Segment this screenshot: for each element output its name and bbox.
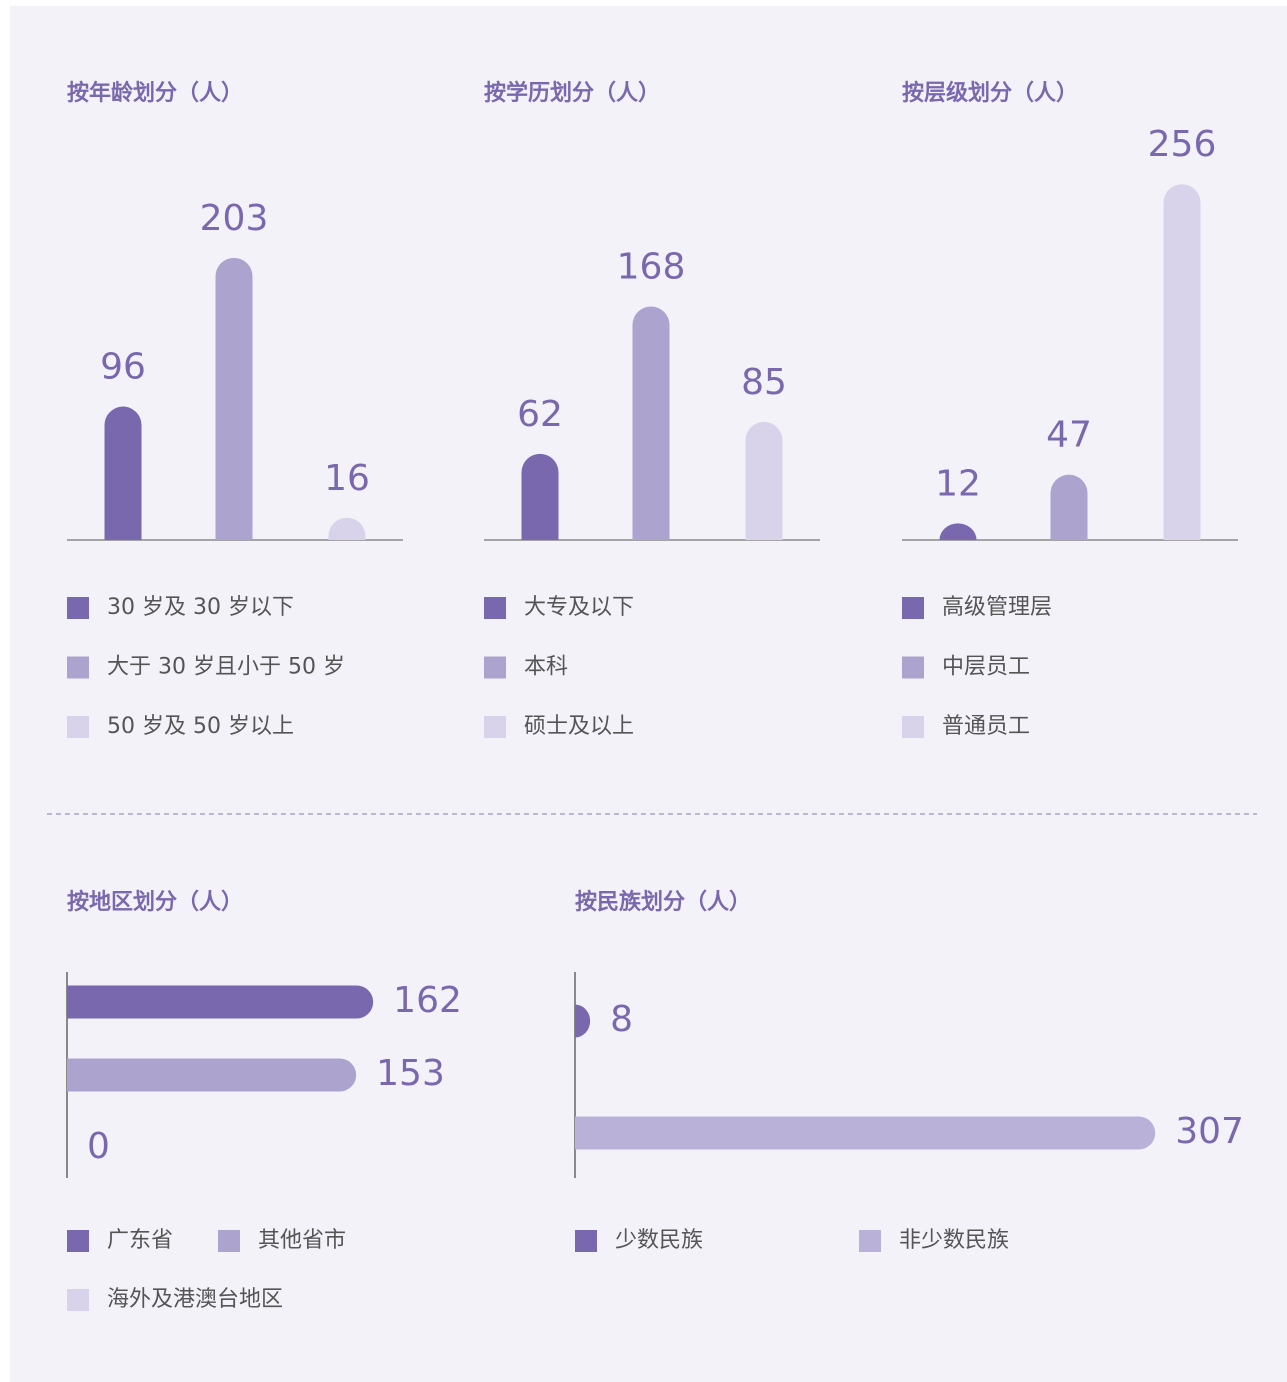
bar (575, 1116, 1156, 1150)
legend-label: 硕士及以上 (524, 714, 634, 739)
legend-label: 本科 (524, 655, 568, 680)
value-label: 47 (1046, 415, 1092, 456)
chart-title: 按层级划分（人） (902, 80, 1078, 106)
bar (745, 421, 783, 540)
chart-title: 按地区划分（人） (67, 889, 243, 915)
legend-swatch (67, 597, 89, 619)
legend-label: 大专及以下 (524, 595, 634, 620)
value-label: 256 (1148, 124, 1217, 165)
value-label: 153 (376, 1053, 445, 1094)
bar (939, 523, 977, 540)
value-label: 16 (324, 458, 370, 499)
legend-swatch (575, 1230, 597, 1252)
legend-swatch (902, 597, 924, 619)
legend-label: 其他省市 (258, 1228, 346, 1253)
bar (575, 1004, 591, 1038)
legend-label: 30 岁及 30 岁以下 (107, 595, 294, 620)
legend-swatch (218, 1230, 240, 1252)
bar (67, 1058, 357, 1092)
value-label: 85 (741, 362, 787, 403)
legend-swatch (859, 1230, 881, 1252)
bar (104, 406, 142, 540)
legend-swatch (67, 1230, 89, 1252)
legend-label: 少数民族 (615, 1228, 703, 1253)
legend-label: 广东省 (107, 1228, 173, 1253)
legend-label: 中层员工 (942, 655, 1030, 680)
legend-swatch (67, 1289, 89, 1311)
legend-swatch (902, 656, 924, 679)
legend-swatch (67, 716, 89, 738)
chart-title: 按学历划分（人） (484, 80, 660, 106)
value-label: 12 (935, 463, 981, 504)
value-label: 96 (100, 347, 146, 388)
legend-label: 大于 30 岁且小于 50 岁 (107, 655, 345, 680)
value-label: 168 (617, 246, 686, 287)
legend-label: 普通员工 (942, 714, 1030, 739)
value-label: 162 (393, 980, 462, 1021)
chart-title: 按民族划分（人） (575, 889, 751, 915)
value-label: 203 (200, 198, 269, 239)
value-label: 307 (1175, 1111, 1244, 1152)
legend-swatch (484, 656, 506, 679)
value-label: 8 (610, 999, 633, 1040)
bar (1050, 474, 1088, 540)
value-label: 0 (87, 1126, 110, 1167)
value-label: 62 (517, 394, 563, 435)
legend-label: 海外及港澳台地区 (107, 1287, 283, 1312)
legend-label: 非少数民族 (899, 1228, 1009, 1253)
legend-label: 高级管理层 (942, 595, 1052, 620)
bar (215, 257, 253, 540)
bar (632, 306, 670, 540)
legend-swatch (67, 656, 89, 679)
bar (67, 985, 374, 1019)
legend-swatch (484, 597, 506, 619)
legend-label: 50 岁及 50 岁以上 (107, 714, 294, 739)
bar (328, 517, 366, 540)
bar (1163, 184, 1201, 540)
panel (10, 6, 1287, 1382)
chart-title: 按年龄划分（人） (67, 80, 243, 106)
legend-swatch (484, 716, 506, 738)
bar (521, 453, 559, 540)
legend-swatch (902, 716, 924, 738)
